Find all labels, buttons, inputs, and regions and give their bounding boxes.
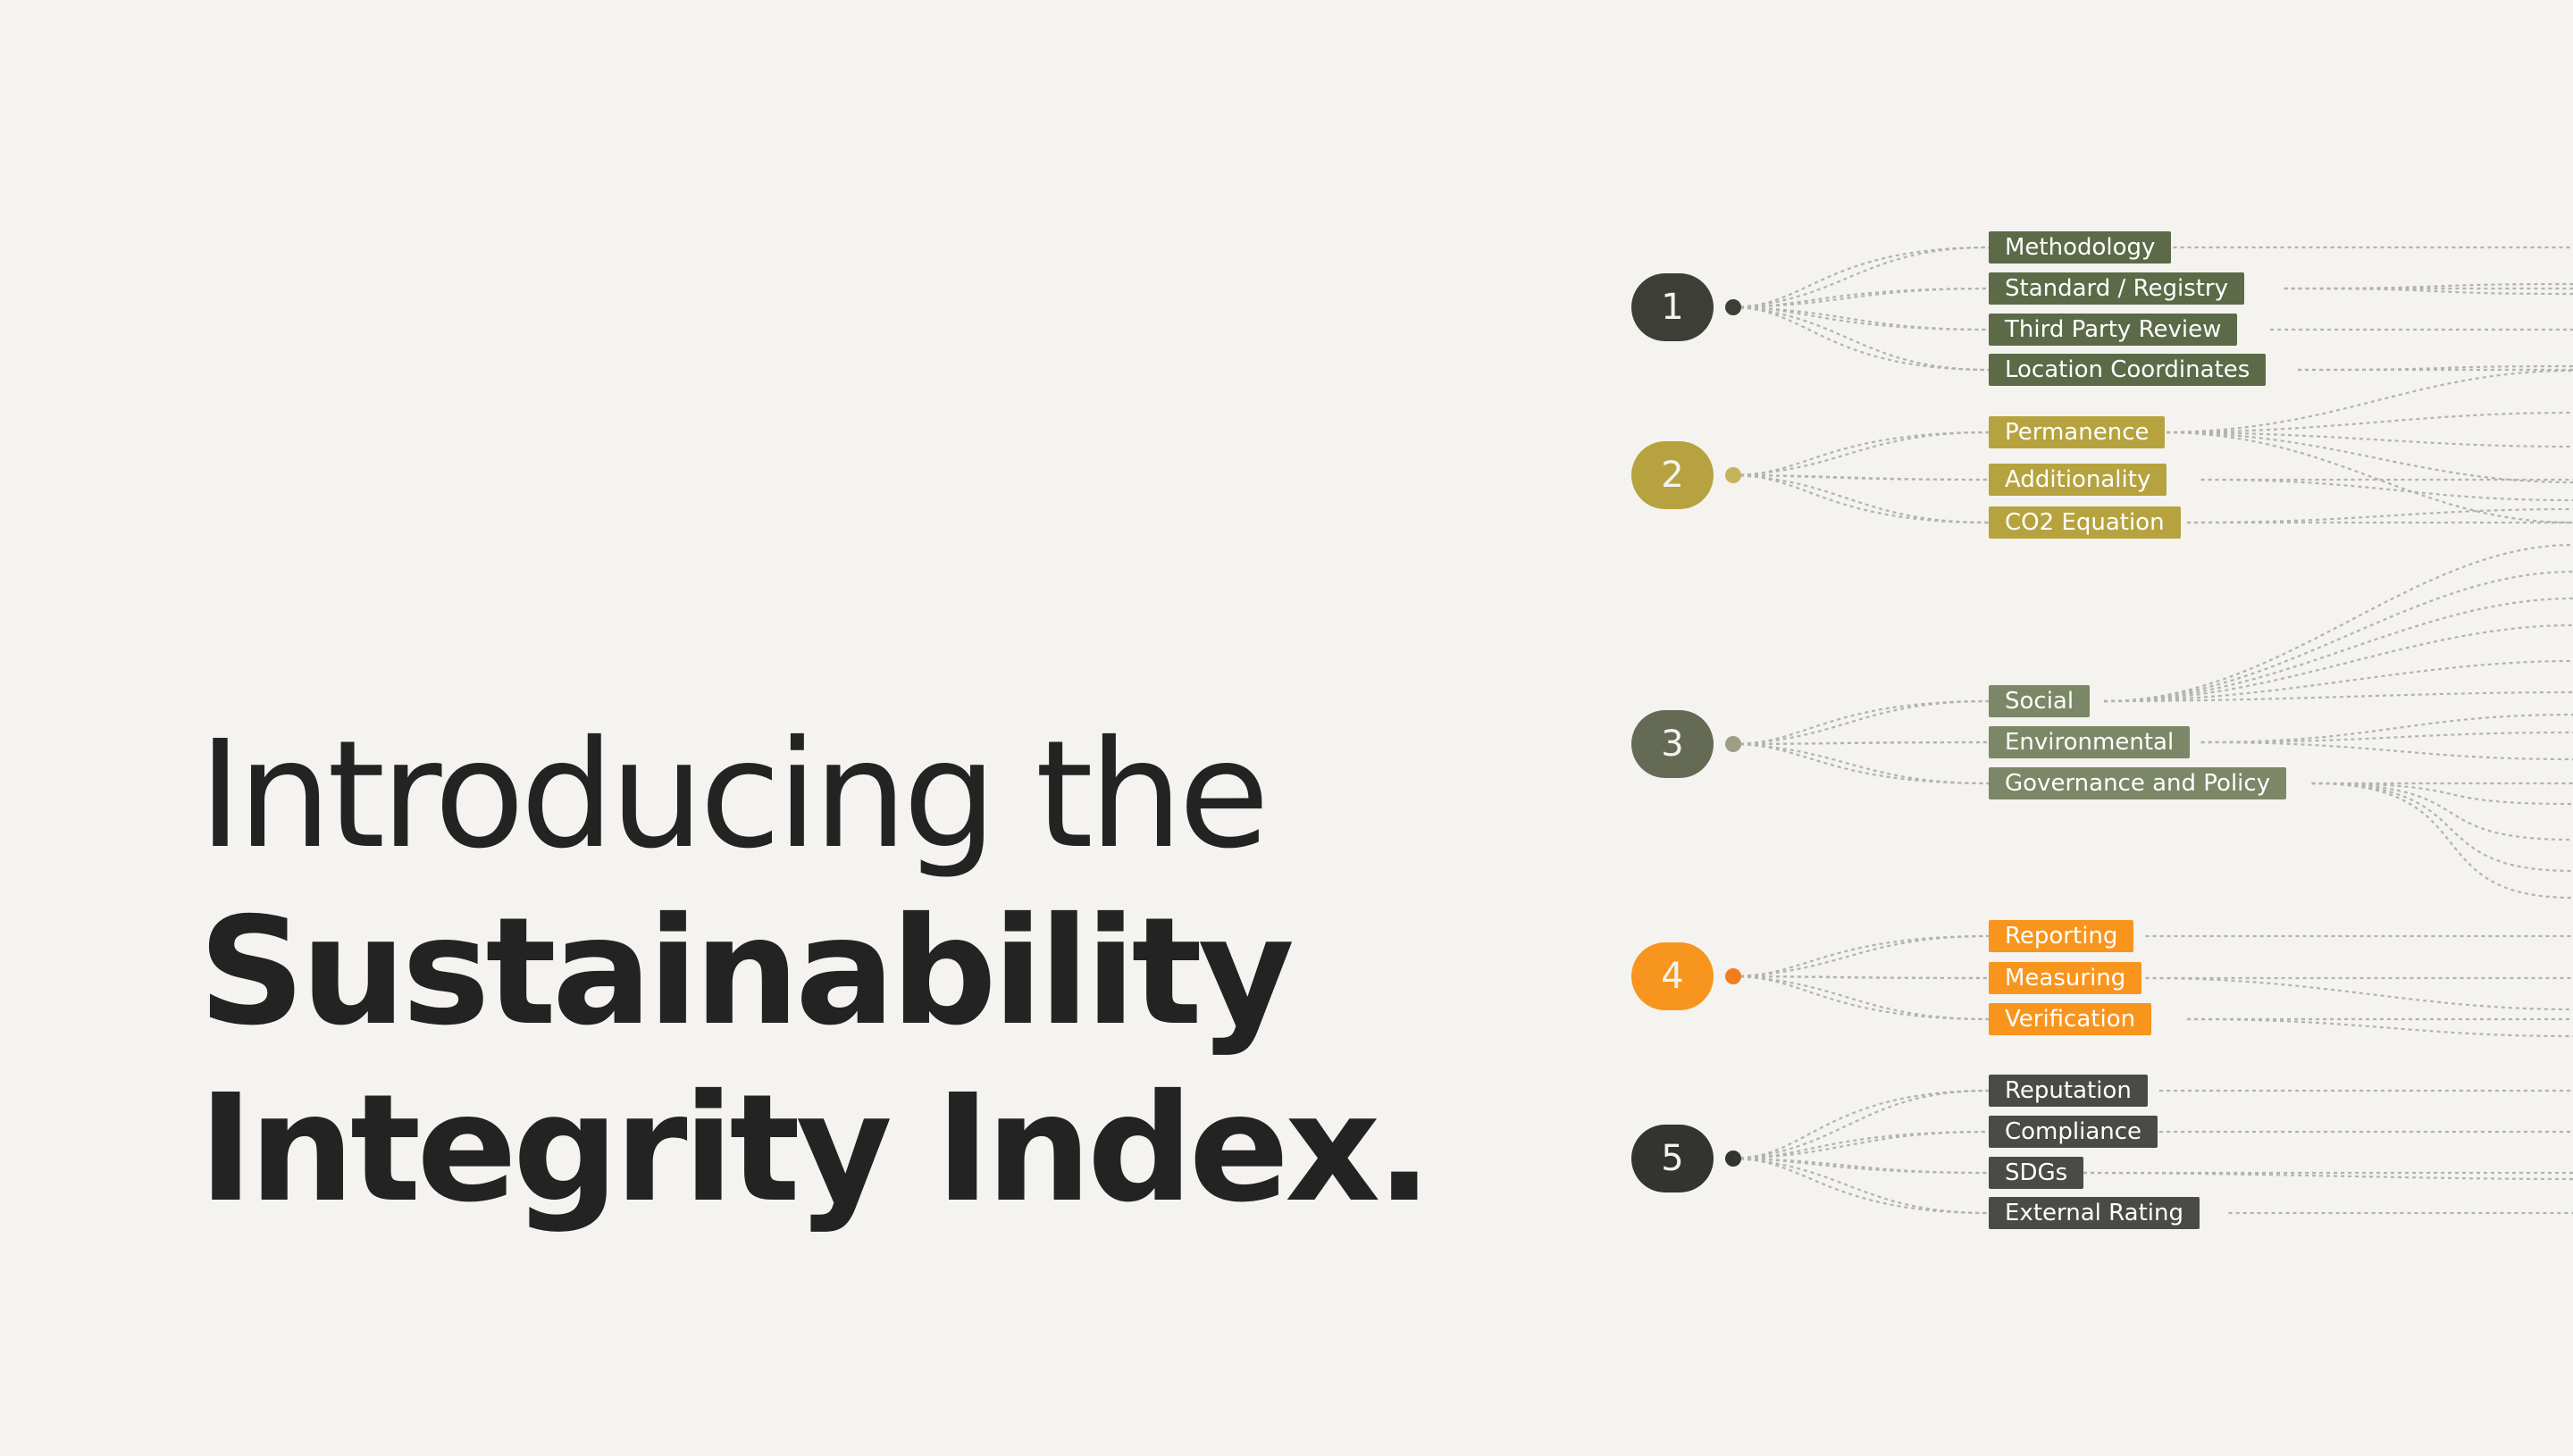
connector-line xyxy=(2297,364,2573,372)
connector-line xyxy=(2158,431,2573,448)
index-tag: Environmental xyxy=(1989,726,2191,758)
group-node-dot xyxy=(1725,299,1741,315)
connector-line xyxy=(1732,1157,1990,1215)
index-tag: CO2 Equation xyxy=(1989,506,2181,539)
connector-line xyxy=(1732,305,1990,372)
connector-line xyxy=(1732,246,1990,309)
connector-line xyxy=(1732,473,1990,524)
index-tag: Location Coordinates xyxy=(1989,354,2267,386)
connector-line xyxy=(2103,659,2573,703)
index-tag: SDGs xyxy=(1989,1157,2084,1189)
connector-line xyxy=(1732,699,1990,746)
connector-line xyxy=(1732,1130,1990,1160)
index-tag: Measuring xyxy=(1989,962,2142,994)
connector-line xyxy=(1732,742,1990,785)
connector-line xyxy=(1732,287,1990,309)
group-number-badge: 3 xyxy=(1631,710,1714,778)
connector-line xyxy=(2145,976,2573,1011)
connector-line xyxy=(1732,1157,1990,1175)
connector-line xyxy=(2284,282,2573,290)
connector-line xyxy=(1732,934,1990,978)
connector-line xyxy=(1732,975,1990,1021)
index-tag: Social xyxy=(1989,685,2091,717)
group-number-badge: 2 xyxy=(1631,441,1714,509)
connector-line xyxy=(1732,1157,1990,1175)
connector-line xyxy=(1732,431,1990,477)
headline-line-3: Integrity Index. xyxy=(198,1063,1432,1235)
connector-line xyxy=(1732,473,1990,481)
connector-line xyxy=(2186,1017,2573,1038)
group-number-badge: 1 xyxy=(1631,273,1714,341)
connector-line xyxy=(1732,1089,1990,1160)
group-node-dot xyxy=(1725,467,1741,483)
connector-line xyxy=(1732,1130,1990,1160)
connector-line xyxy=(2103,690,2573,703)
index-tag: External Rating xyxy=(1989,1197,2200,1229)
connector-line xyxy=(1732,975,1990,1021)
connector-line xyxy=(1732,473,1990,524)
group-node-dot xyxy=(1725,968,1741,984)
index-tag: Reputation xyxy=(1989,1075,2148,1107)
headline: Introducing the Sustainability Integrity… xyxy=(198,707,1432,1238)
connector-line xyxy=(1732,473,1990,481)
index-tag: Verification xyxy=(1989,1003,2152,1035)
connector-line xyxy=(1732,305,1990,372)
index-tag: Additionality xyxy=(1989,464,2167,496)
index-tag: Compliance xyxy=(1989,1116,2158,1148)
connector-line xyxy=(1732,246,1990,309)
group-node-dot xyxy=(1725,1151,1741,1167)
group-number-badge: 4 xyxy=(1631,942,1714,1010)
index-tag: Standard / Registry xyxy=(1989,272,2245,305)
connector-line xyxy=(1732,975,1990,980)
connector-line xyxy=(1732,305,1990,331)
connector-line xyxy=(2200,713,2573,744)
connector-line xyxy=(2311,782,2573,841)
connector-line xyxy=(1732,975,1990,980)
connector-line xyxy=(2311,782,2573,900)
index-tag: Governance and Policy xyxy=(1989,767,2287,799)
index-tag: Reporting xyxy=(1989,920,2134,952)
connector-line xyxy=(2311,782,2573,806)
connector-line xyxy=(2311,782,2573,873)
connector-line xyxy=(2284,287,2573,296)
connector-line xyxy=(2103,543,2573,703)
connector-line xyxy=(2103,597,2573,703)
connector-line xyxy=(2200,731,2573,744)
connector-line xyxy=(2200,741,2573,761)
index-tag: Permanence xyxy=(1989,416,2166,448)
connector-line xyxy=(2158,411,2573,434)
connector-line xyxy=(1732,1157,1990,1215)
index-tag: Methodology xyxy=(1989,231,2172,264)
group-node-dot xyxy=(1725,736,1741,752)
connector-line xyxy=(2200,478,2573,502)
connector-line xyxy=(1732,741,1990,746)
connector-line xyxy=(1732,287,1990,309)
connector-line xyxy=(2186,507,2573,524)
group-number-badge: 5 xyxy=(1631,1125,1714,1192)
connector-line xyxy=(1732,741,1990,746)
connector-line xyxy=(2158,431,2573,524)
connector-line xyxy=(1732,742,1990,785)
connector-line xyxy=(1732,934,1990,978)
connector-line xyxy=(2103,623,2573,703)
connector-line xyxy=(1732,305,1990,331)
connector-line xyxy=(2103,570,2573,703)
headline-line-2: Sustainability xyxy=(198,886,1295,1059)
connector-line xyxy=(1732,431,1990,477)
connector-line xyxy=(2158,431,2573,484)
connector-line xyxy=(2075,1171,2573,1181)
index-tag: Third Party Review xyxy=(1989,314,2238,346)
connector-line xyxy=(1732,699,1990,746)
connector-line xyxy=(1732,1089,1990,1160)
headline-line-1: Introducing the xyxy=(198,709,1270,882)
